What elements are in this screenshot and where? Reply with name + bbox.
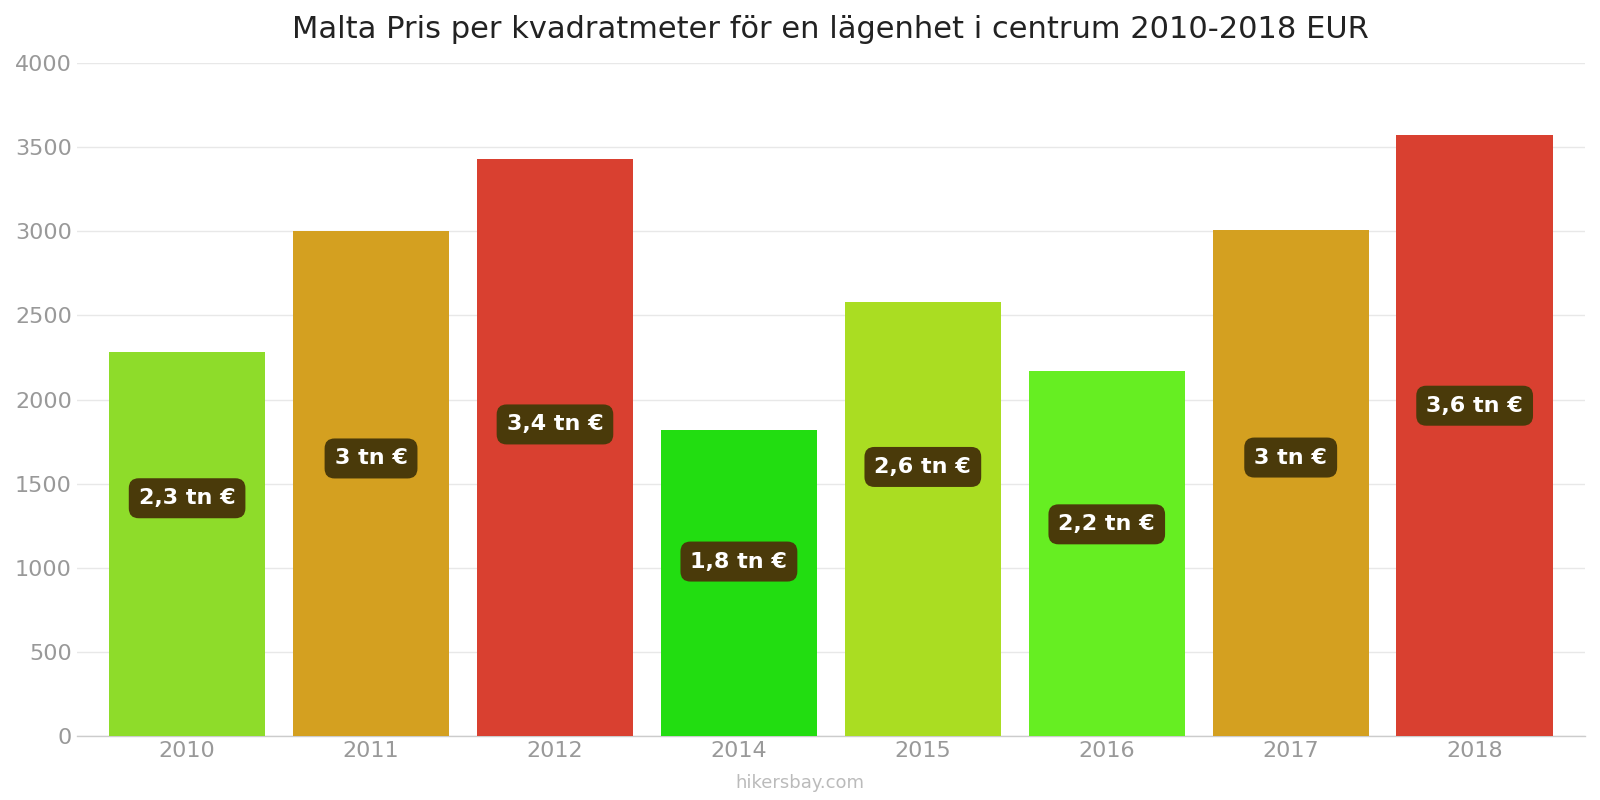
- Text: 1,8 tn €: 1,8 tn €: [691, 551, 787, 571]
- Text: 2,6 tn €: 2,6 tn €: [875, 457, 971, 477]
- Bar: [109, 353, 266, 736]
- Bar: [293, 231, 450, 736]
- Bar: [477, 159, 634, 736]
- Text: 3,6 tn €: 3,6 tn €: [1426, 396, 1523, 416]
- Bar: [661, 430, 818, 736]
- Text: hikersbay.com: hikersbay.com: [736, 774, 864, 792]
- Bar: [845, 302, 1002, 736]
- Bar: [1397, 135, 1554, 736]
- Text: 2,2 tn €: 2,2 tn €: [1059, 514, 1155, 534]
- Text: 3 tn €: 3 tn €: [334, 449, 408, 469]
- Bar: [1213, 230, 1370, 736]
- Text: 2,3 tn €: 2,3 tn €: [139, 488, 235, 508]
- Title: Malta Pris per kvadratmeter för en lägenhet i centrum 2010-2018 EUR: Malta Pris per kvadratmeter för en lägen…: [293, 15, 1370, 44]
- Text: 3 tn €: 3 tn €: [1254, 447, 1326, 467]
- Text: 3,4 tn €: 3,4 tn €: [507, 414, 603, 434]
- Bar: [1029, 371, 1186, 736]
